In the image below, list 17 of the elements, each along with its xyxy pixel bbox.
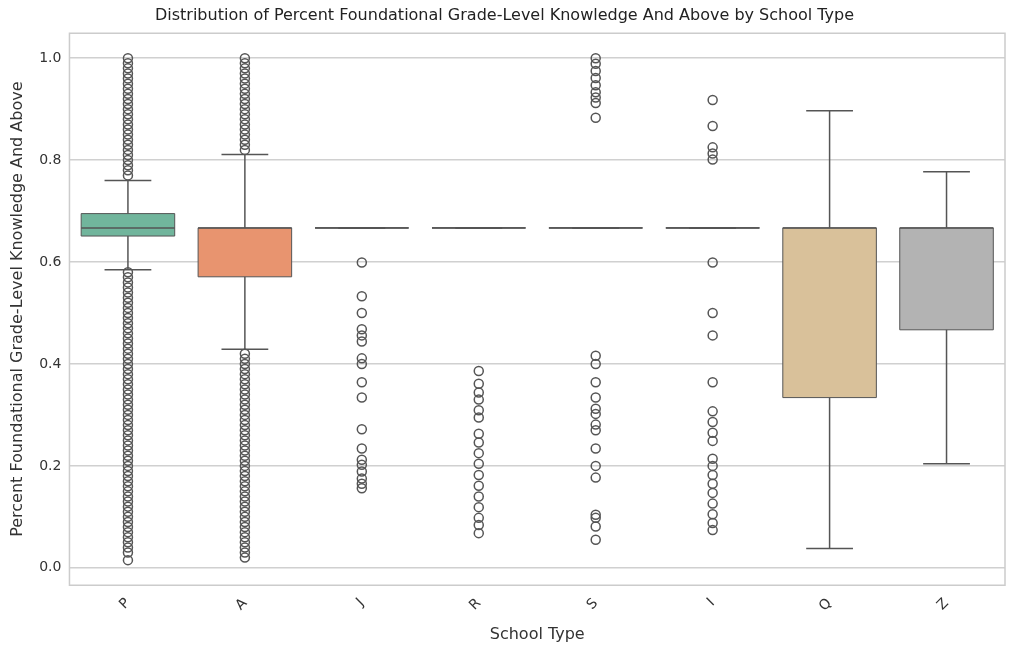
y-tick-label: 0.8 xyxy=(39,150,62,167)
x-tick-label: Q xyxy=(815,594,835,614)
x-tick-label: A xyxy=(231,594,250,613)
x-tick-label: I xyxy=(703,594,718,609)
x-tick-label: R xyxy=(465,594,484,613)
x-axis-title: School Type xyxy=(489,623,585,643)
x-tick-label: P xyxy=(115,594,133,612)
y-axis-title: Percent Foundational Grade-Level Knowledge And Above xyxy=(6,81,26,537)
chart-title: Distribution of Percent Foundational Grade-Level Knowledge And Above by School Type xyxy=(154,4,855,24)
y-tick-label: 0.4 xyxy=(39,354,62,371)
y-tick-label: 0.2 xyxy=(39,456,62,473)
x-tick-label: Z xyxy=(933,594,952,613)
y-tick-label: 0.0 xyxy=(39,558,62,575)
x-tick-label: S xyxy=(582,594,601,613)
x-tick-label: J xyxy=(351,594,367,610)
y-tick-label: 0.6 xyxy=(39,252,62,269)
y-tick-label: 1.0 xyxy=(39,48,62,65)
